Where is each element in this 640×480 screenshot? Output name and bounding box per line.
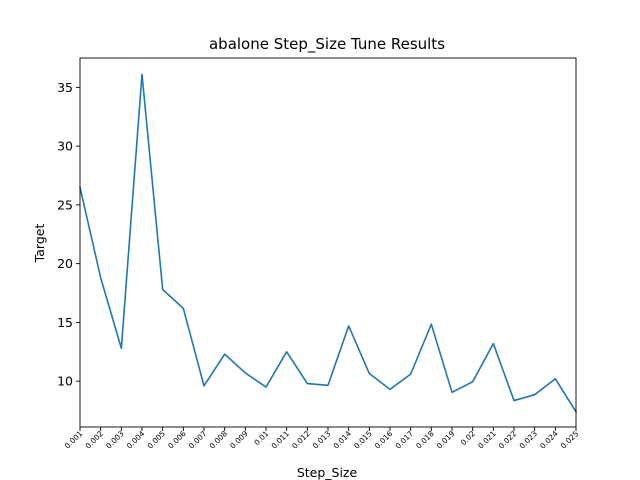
chart-title: abalone Step_Size Tune Results [209,35,445,54]
y-tick-label: 15 [57,315,73,330]
y-tick-label: 10 [57,374,73,389]
y-tick-label: 30 [57,139,73,154]
y-tick-label: 25 [57,197,73,212]
y-tick-label: 20 [57,256,73,271]
x-axis-label: Step_Size [297,465,358,480]
y-axis-label: Target [32,224,47,264]
series-line [79,73,578,413]
y-tick-label: 35 [57,80,73,95]
